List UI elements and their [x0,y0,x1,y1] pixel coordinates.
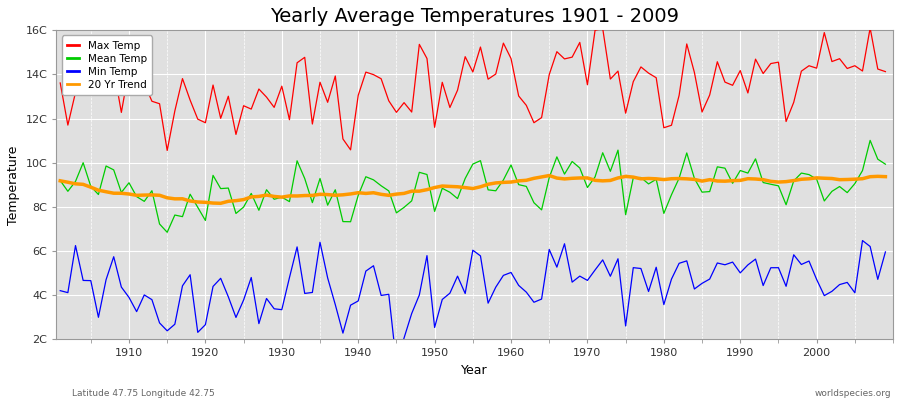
Text: worldspecies.org: worldspecies.org [814,389,891,398]
X-axis label: Year: Year [462,364,488,377]
Y-axis label: Temperature: Temperature [7,145,20,224]
Text: Latitude 47.75 Longitude 42.75: Latitude 47.75 Longitude 42.75 [72,389,215,398]
Legend: Max Temp, Mean Temp, Min Temp, 20 Yr Trend: Max Temp, Mean Temp, Min Temp, 20 Yr Tre… [61,36,152,95]
Title: Yearly Average Temperatures 1901 - 2009: Yearly Average Temperatures 1901 - 2009 [270,7,680,26]
